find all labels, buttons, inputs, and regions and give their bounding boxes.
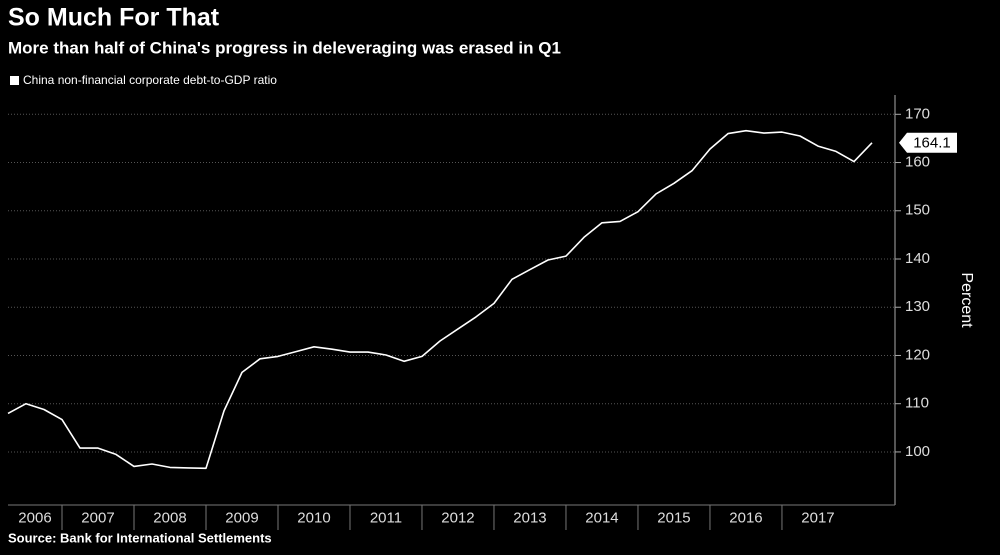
x-tick-label: 2011 — [370, 509, 402, 526]
y-tick-label: 160 — [905, 153, 930, 170]
last-value-tag — [899, 132, 957, 153]
x-axis-labels: 2006 2007 2008 2009 2010 2011 2012 2013 2014 2015… — [18, 505, 835, 530]
x-tick-label: 2015 — [657, 509, 690, 526]
chart-subtitle: More than half of China's progress in de… — [8, 38, 561, 57]
y-tick-label: 110 — [905, 395, 929, 412]
x-tick-label: 2006 — [18, 509, 51, 526]
x-tick-label: 2012 — [441, 509, 474, 526]
line-series — [7, 129, 873, 470]
x-tick-label: 2014 — [585, 509, 618, 526]
y-tick-label: 120 — [905, 346, 930, 363]
x-tick-label: 2008 — [153, 509, 186, 526]
legend-label: China non-financial corporate debt-to-GD… — [23, 73, 277, 87]
legend-swatch — [10, 76, 19, 85]
x-tick-label: 2010 — [297, 509, 330, 526]
x-tick-label: 2016 — [729, 509, 762, 526]
x-tick-label: 2013 — [513, 509, 546, 526]
y-tick-label: 170 — [905, 105, 930, 122]
y-tick-label: 140 — [905, 250, 930, 267]
y-tick-label: 130 — [905, 298, 930, 315]
y-tick-label: 100 — [905, 443, 930, 460]
chart-title: So Much For That — [8, 4, 220, 32]
x-tick-label: 2017 — [801, 509, 834, 526]
y-axis-label: Percent — [958, 272, 975, 328]
x-tick-label: 2007 — [81, 509, 114, 526]
last-value-label: 164.1 — [913, 135, 951, 152]
y-tick-label: 150 — [905, 202, 930, 219]
source: Source: Bank for International Settlemen… — [8, 530, 272, 545]
x-tick-label: 2009 — [225, 509, 258, 526]
